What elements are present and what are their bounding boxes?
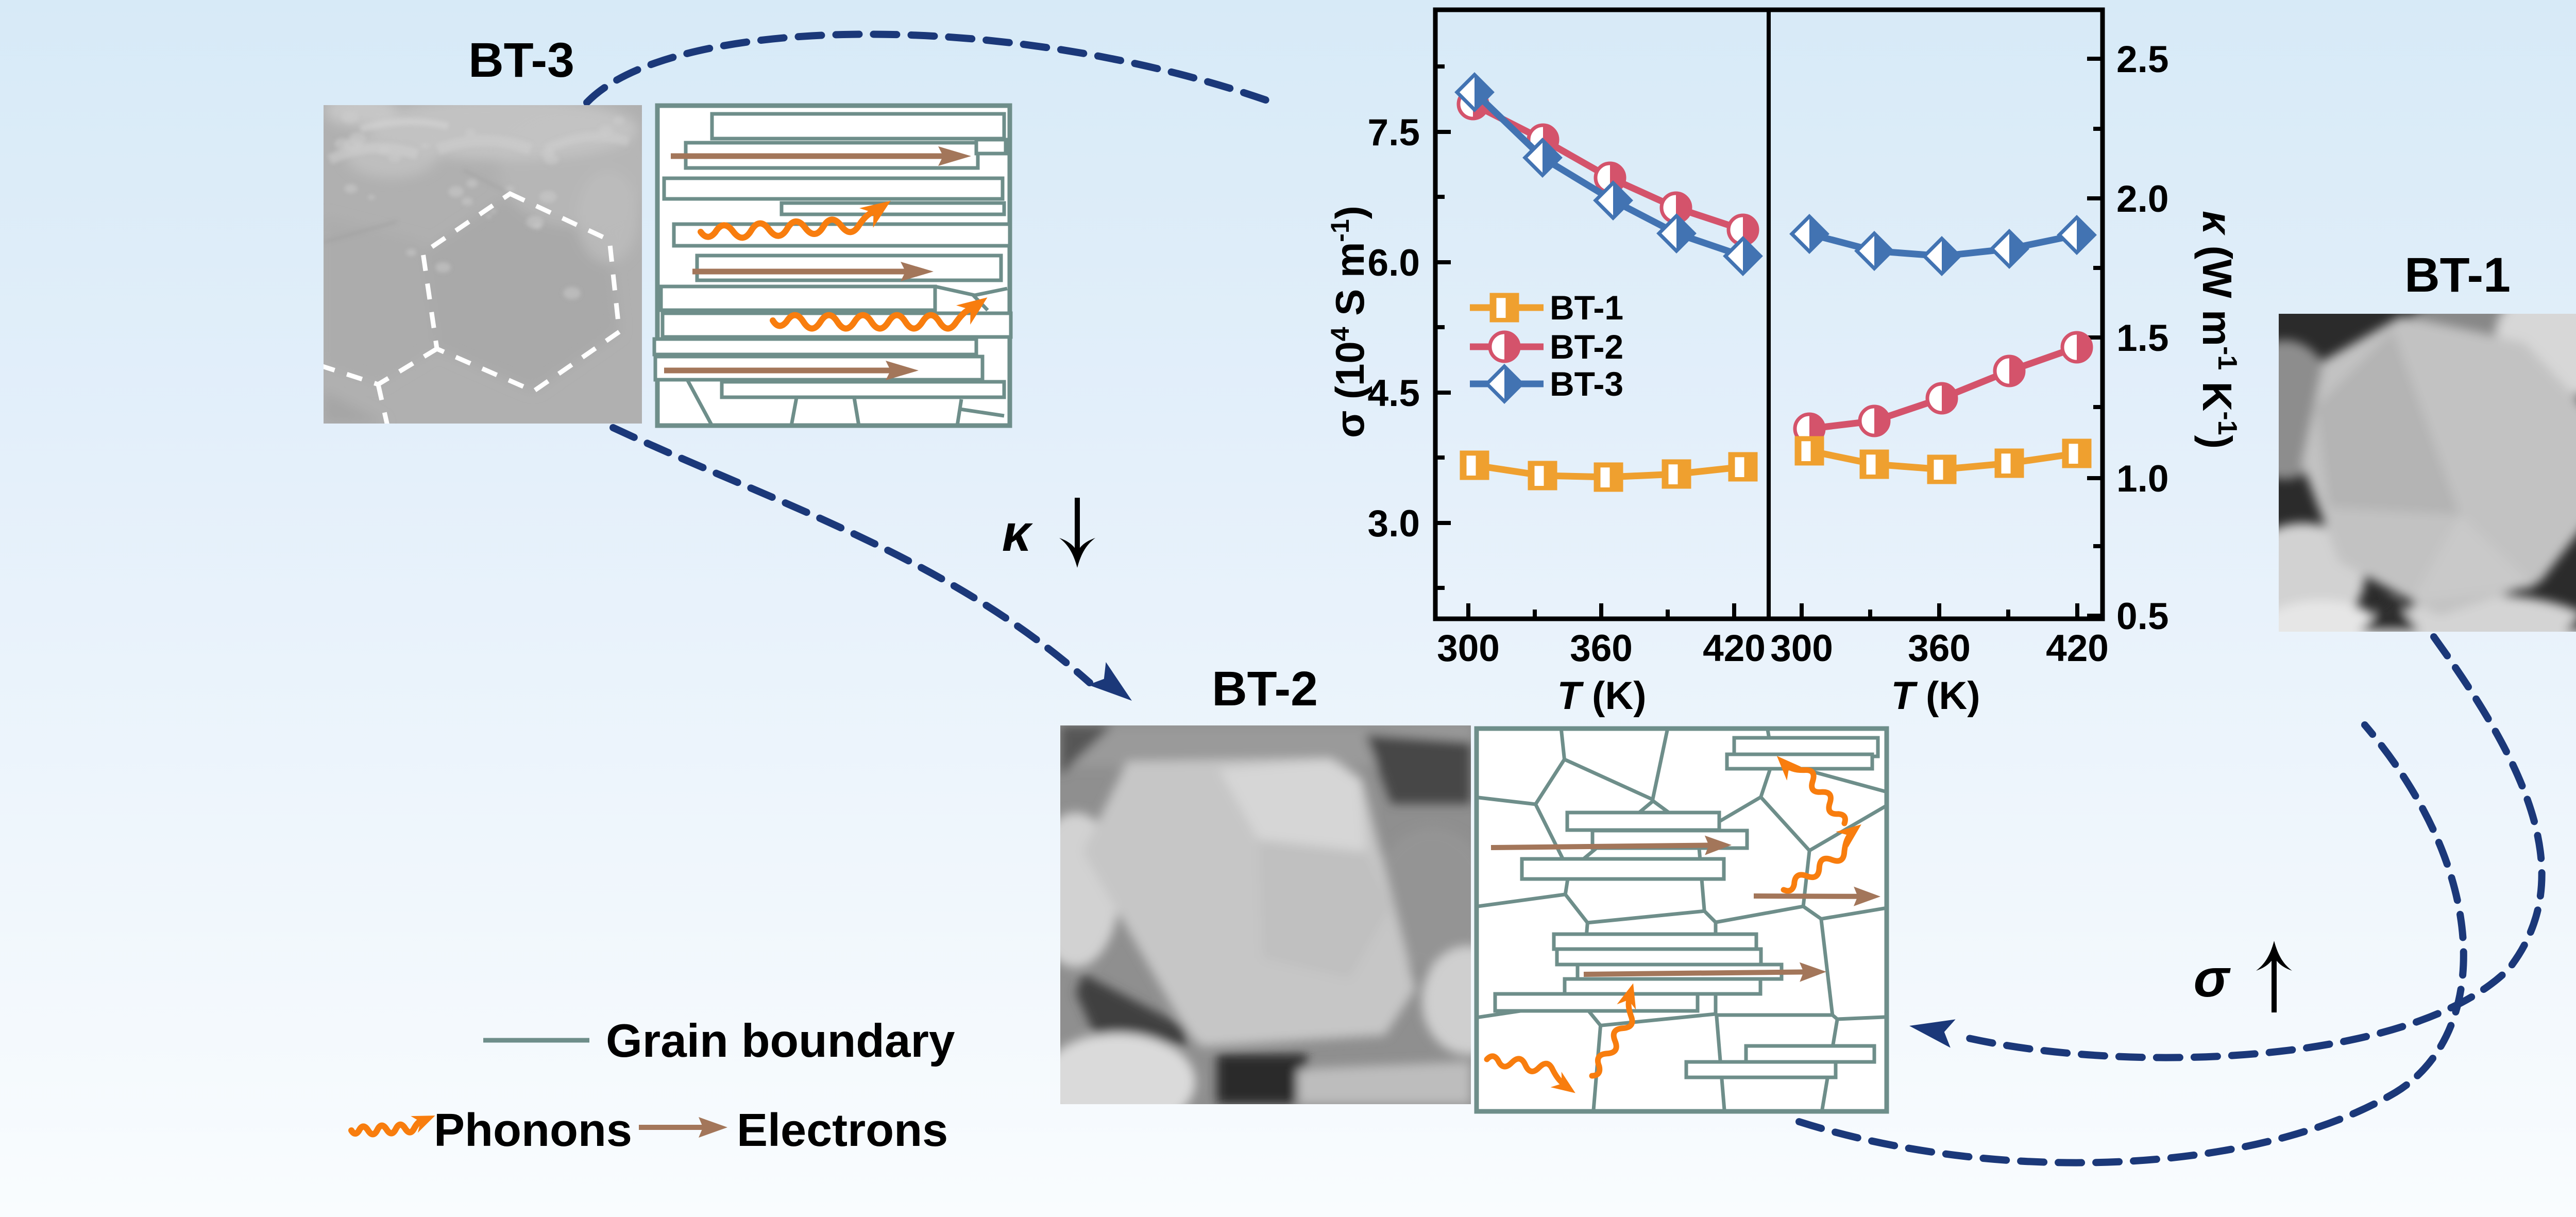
svg-text:420: 420: [2046, 628, 2109, 669]
svg-text:σ (104 S m-1): σ (104 S m-1): [1326, 206, 1372, 438]
svg-text:2.0: 2.0: [2116, 178, 2168, 220]
svg-text:7.5: 7.5: [1368, 112, 1420, 154]
svg-text:Phonons: Phonons: [434, 1105, 632, 1156]
svg-text:T (K): T (K): [1891, 674, 1980, 718]
svg-text:BT-3: BT-3: [468, 33, 574, 88]
svg-text:Electrons: Electrons: [737, 1105, 948, 1156]
svg-text:360: 360: [1570, 628, 1633, 669]
svg-text:6.0: 6.0: [1368, 242, 1420, 284]
svg-text:3.0: 3.0: [1368, 503, 1420, 545]
svg-text:4.5: 4.5: [1368, 373, 1420, 414]
svg-text:BT-2: BT-2: [1550, 328, 1623, 366]
svg-text:300: 300: [1437, 628, 1500, 669]
svg-text:1.5: 1.5: [2116, 317, 2168, 359]
svg-text:2.5: 2.5: [2116, 39, 2168, 80]
svg-text:420: 420: [1703, 628, 1766, 669]
svg-text:Grain boundary: Grain boundary: [606, 1015, 955, 1067]
svg-text:1.0: 1.0: [2116, 458, 2168, 500]
svg-text:κ (W m-1 K-1): κ (W m-1 K-1): [2194, 211, 2242, 449]
svg-text:360: 360: [1908, 628, 1971, 669]
svg-text:BT-2: BT-2: [1212, 662, 1318, 716]
svg-text:T (K): T (K): [1557, 674, 1646, 718]
svg-text:0.5: 0.5: [2116, 596, 2168, 637]
svg-text:κ: κ: [1002, 504, 1033, 562]
svg-text:BT-3: BT-3: [1550, 365, 1623, 403]
svg-text:BT-1: BT-1: [2404, 248, 2511, 302]
svg-text:BT-1: BT-1: [1550, 289, 1623, 327]
svg-text:σ: σ: [2193, 949, 2231, 1008]
svg-text:300: 300: [1770, 628, 1833, 669]
